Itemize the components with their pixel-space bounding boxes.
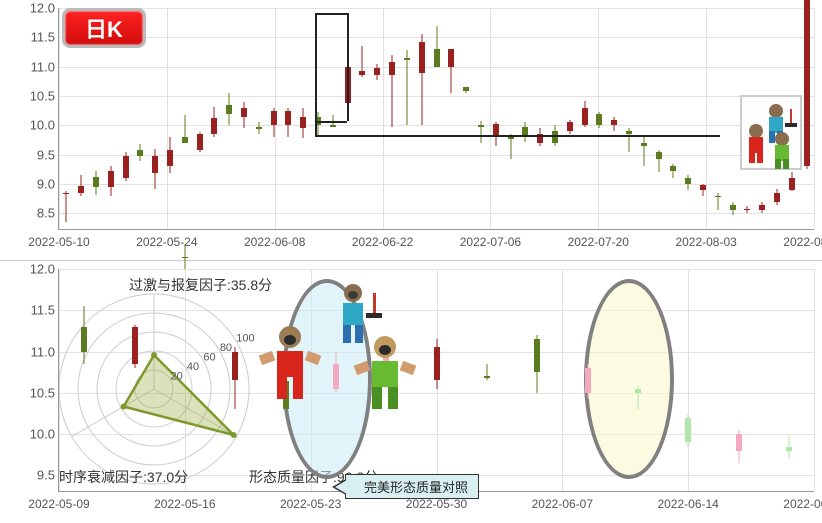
svg-text:60: 60 bbox=[203, 352, 215, 364]
callout-line-horizontal bbox=[315, 135, 720, 137]
y-axis-tick-label: 12.0 bbox=[30, 1, 55, 16]
dog-character-red bbox=[250, 321, 330, 421]
bottom-chart-plot-area: 9.5 10.0 10.5 11.0 11.5 12.0 2022-05-09 2022-05… bbox=[58, 269, 814, 492]
top-candlestick-chart: 8.5 9.0 9.5 10.0 10.5 11.0 11.5 12.0 2022-05-10 2… bbox=[0, 0, 822, 261]
gridline bbox=[706, 8, 707, 229]
gridline bbox=[383, 8, 384, 229]
y-axis-tick-label: 11.0 bbox=[31, 59, 55, 74]
y-axis-tick-label: 11.0 bbox=[31, 344, 55, 359]
perfect-pattern-callout: 完美形态质量对照 bbox=[345, 474, 479, 499]
callout-line-left2 bbox=[347, 13, 349, 121]
svg-text:80: 80 bbox=[220, 342, 232, 354]
dog-character-green bbox=[345, 331, 425, 431]
svg-text:40: 40 bbox=[187, 361, 199, 373]
gridline bbox=[490, 8, 491, 229]
y-axis-tick-label: 10.0 bbox=[30, 118, 55, 133]
dog-characters-icon bbox=[742, 97, 804, 172]
x-axis-tick-label: 2022-06-07 bbox=[532, 497, 593, 511]
x-axis-tick-label: 2022-07-06 bbox=[460, 235, 521, 249]
callout-line-down bbox=[315, 121, 317, 135]
gridline bbox=[59, 8, 814, 9]
callout-line-left1 bbox=[315, 13, 317, 121]
top-chart-inset-icon-box bbox=[740, 95, 802, 170]
x-axis-tick-label: 2022-05-24 bbox=[136, 235, 197, 249]
y-axis-tick-label: 9.5 bbox=[37, 468, 55, 483]
daily-k-badge-label: 日K bbox=[85, 12, 123, 44]
gridline bbox=[59, 96, 814, 97]
x-axis-tick-label: 2022-05-10 bbox=[28, 235, 89, 249]
radar-label-top: 过激与报复因子:35.8分 bbox=[129, 275, 272, 295]
bottom-radar-candlestick-chart: 9.5 10.0 10.5 11.0 11.5 12.0 2022-05-09 2022-05… bbox=[0, 261, 822, 522]
x-axis-tick-label: 2022-08-12 bbox=[783, 235, 822, 249]
x-axis-tick-label: 2022-06-14 bbox=[657, 497, 718, 511]
gridline bbox=[59, 213, 814, 214]
y-axis-tick-label: 10.0 bbox=[30, 427, 55, 442]
svg-text:20: 20 bbox=[170, 371, 182, 383]
gridline bbox=[562, 269, 563, 491]
x-axis-tick-label: 2022-05-30 bbox=[406, 497, 467, 511]
y-axis-tick-label: 8.5 bbox=[37, 206, 55, 221]
gridline bbox=[814, 8, 815, 229]
x-axis-tick-label: 2022-06-22 bbox=[352, 235, 413, 249]
gridline bbox=[167, 8, 168, 229]
x-axis-tick-label: 2022-06-21 bbox=[783, 497, 822, 511]
x-axis-tick-label: 2022-07-20 bbox=[568, 235, 629, 249]
gridline bbox=[688, 269, 689, 491]
y-axis-tick-label: 11.5 bbox=[31, 303, 55, 318]
y-axis-tick-label: 9.0 bbox=[37, 177, 55, 192]
x-axis-tick-label: 2022-08-03 bbox=[675, 235, 736, 249]
y-axis-tick-label: 10.5 bbox=[30, 385, 55, 400]
callout-line-top bbox=[315, 13, 347, 15]
gridline bbox=[59, 67, 814, 68]
y-axis-tick-label: 12.0 bbox=[30, 262, 55, 277]
callout-line-bottom1 bbox=[315, 121, 347, 123]
gridline bbox=[59, 8, 60, 229]
top-chart-plot-area: 8.5 9.0 9.5 10.0 10.5 11.0 11.5 12.0 2022-05-10 2… bbox=[58, 8, 814, 230]
gridline bbox=[59, 125, 814, 126]
perfect-pattern-callout-text: 完美形态质量对照 bbox=[364, 480, 468, 495]
radar-label-bottom-left: 时序衰减因子:37.0分 bbox=[59, 467, 188, 487]
daily-k-badge: 日K bbox=[62, 8, 146, 48]
y-axis-tick-label: 9.5 bbox=[37, 147, 55, 162]
gridline bbox=[814, 269, 815, 491]
x-axis-tick-label: 2022-06-08 bbox=[244, 235, 305, 249]
highlight-ellipse-yellow bbox=[584, 279, 674, 479]
y-axis-tick-label: 10.5 bbox=[30, 89, 55, 104]
y-axis-tick-label: 11.5 bbox=[31, 30, 55, 45]
